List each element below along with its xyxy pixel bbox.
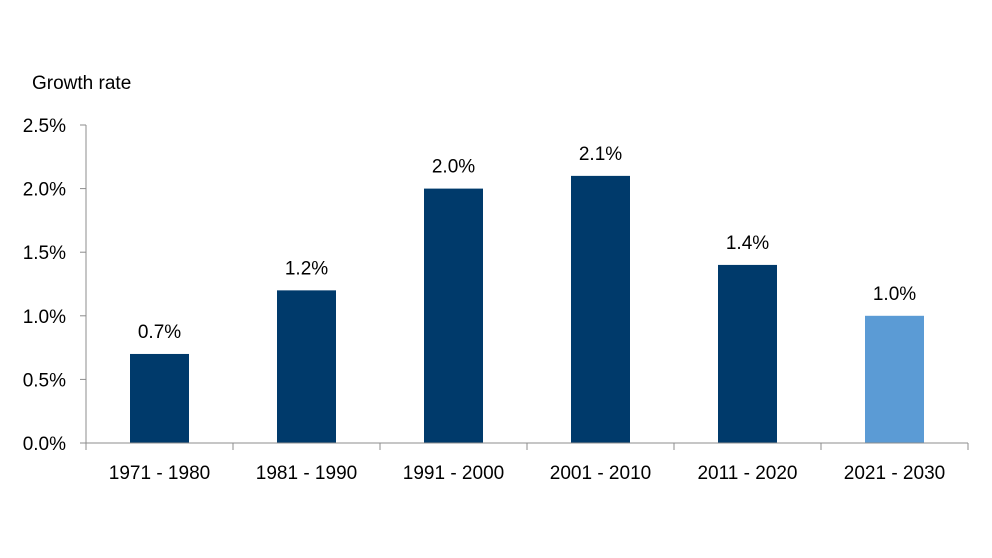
data-label: 0.7% — [138, 322, 181, 343]
x-tick-label: 2011 - 2020 — [697, 463, 797, 484]
y-tick-label: 2.5% — [23, 116, 66, 137]
bar — [571, 175, 630, 443]
y-tick-label: 1.0% — [23, 307, 66, 328]
y-axis-title: Growth rate — [32, 73, 131, 94]
bar — [424, 188, 483, 443]
x-tick-label: 1991 - 2000 — [403, 463, 504, 484]
x-tick-label: 2001 - 2010 — [550, 463, 651, 484]
x-axis: 1971 - 1980 1981 - 1990 1991 - 2000 2001 - … — [85, 442, 969, 484]
y-tick-label: 0.5% — [23, 370, 66, 391]
y-tick-label: 1.5% — [23, 243, 66, 264]
y-tick-label: 2.0% — [23, 180, 66, 201]
y-axis-ticks: 0.0% 0.5% 1.0% 1.5% 2.0% 2.5% — [23, 116, 86, 455]
bar — [718, 264, 777, 443]
data-label: 1.4% — [726, 233, 769, 254]
data-labels: 0.7% 1.2% 2.0% 2.1% 1.4% 1.0% — [138, 144, 916, 343]
x-tick-label: 2021 - 2030 — [844, 463, 945, 484]
bar — [865, 315, 924, 443]
bars — [130, 175, 924, 443]
bar — [130, 353, 189, 443]
data-label: 1.2% — [285, 258, 328, 279]
data-label: 2.1% — [579, 144, 622, 165]
data-label: 1.0% — [873, 284, 916, 305]
x-tick-label: 1971 - 1980 — [109, 463, 210, 484]
y-tick-label: 0.0% — [23, 434, 66, 455]
data-label: 2.0% — [432, 157, 475, 178]
x-tick-label: 1981 - 1990 — [256, 463, 357, 484]
bar — [277, 290, 336, 443]
